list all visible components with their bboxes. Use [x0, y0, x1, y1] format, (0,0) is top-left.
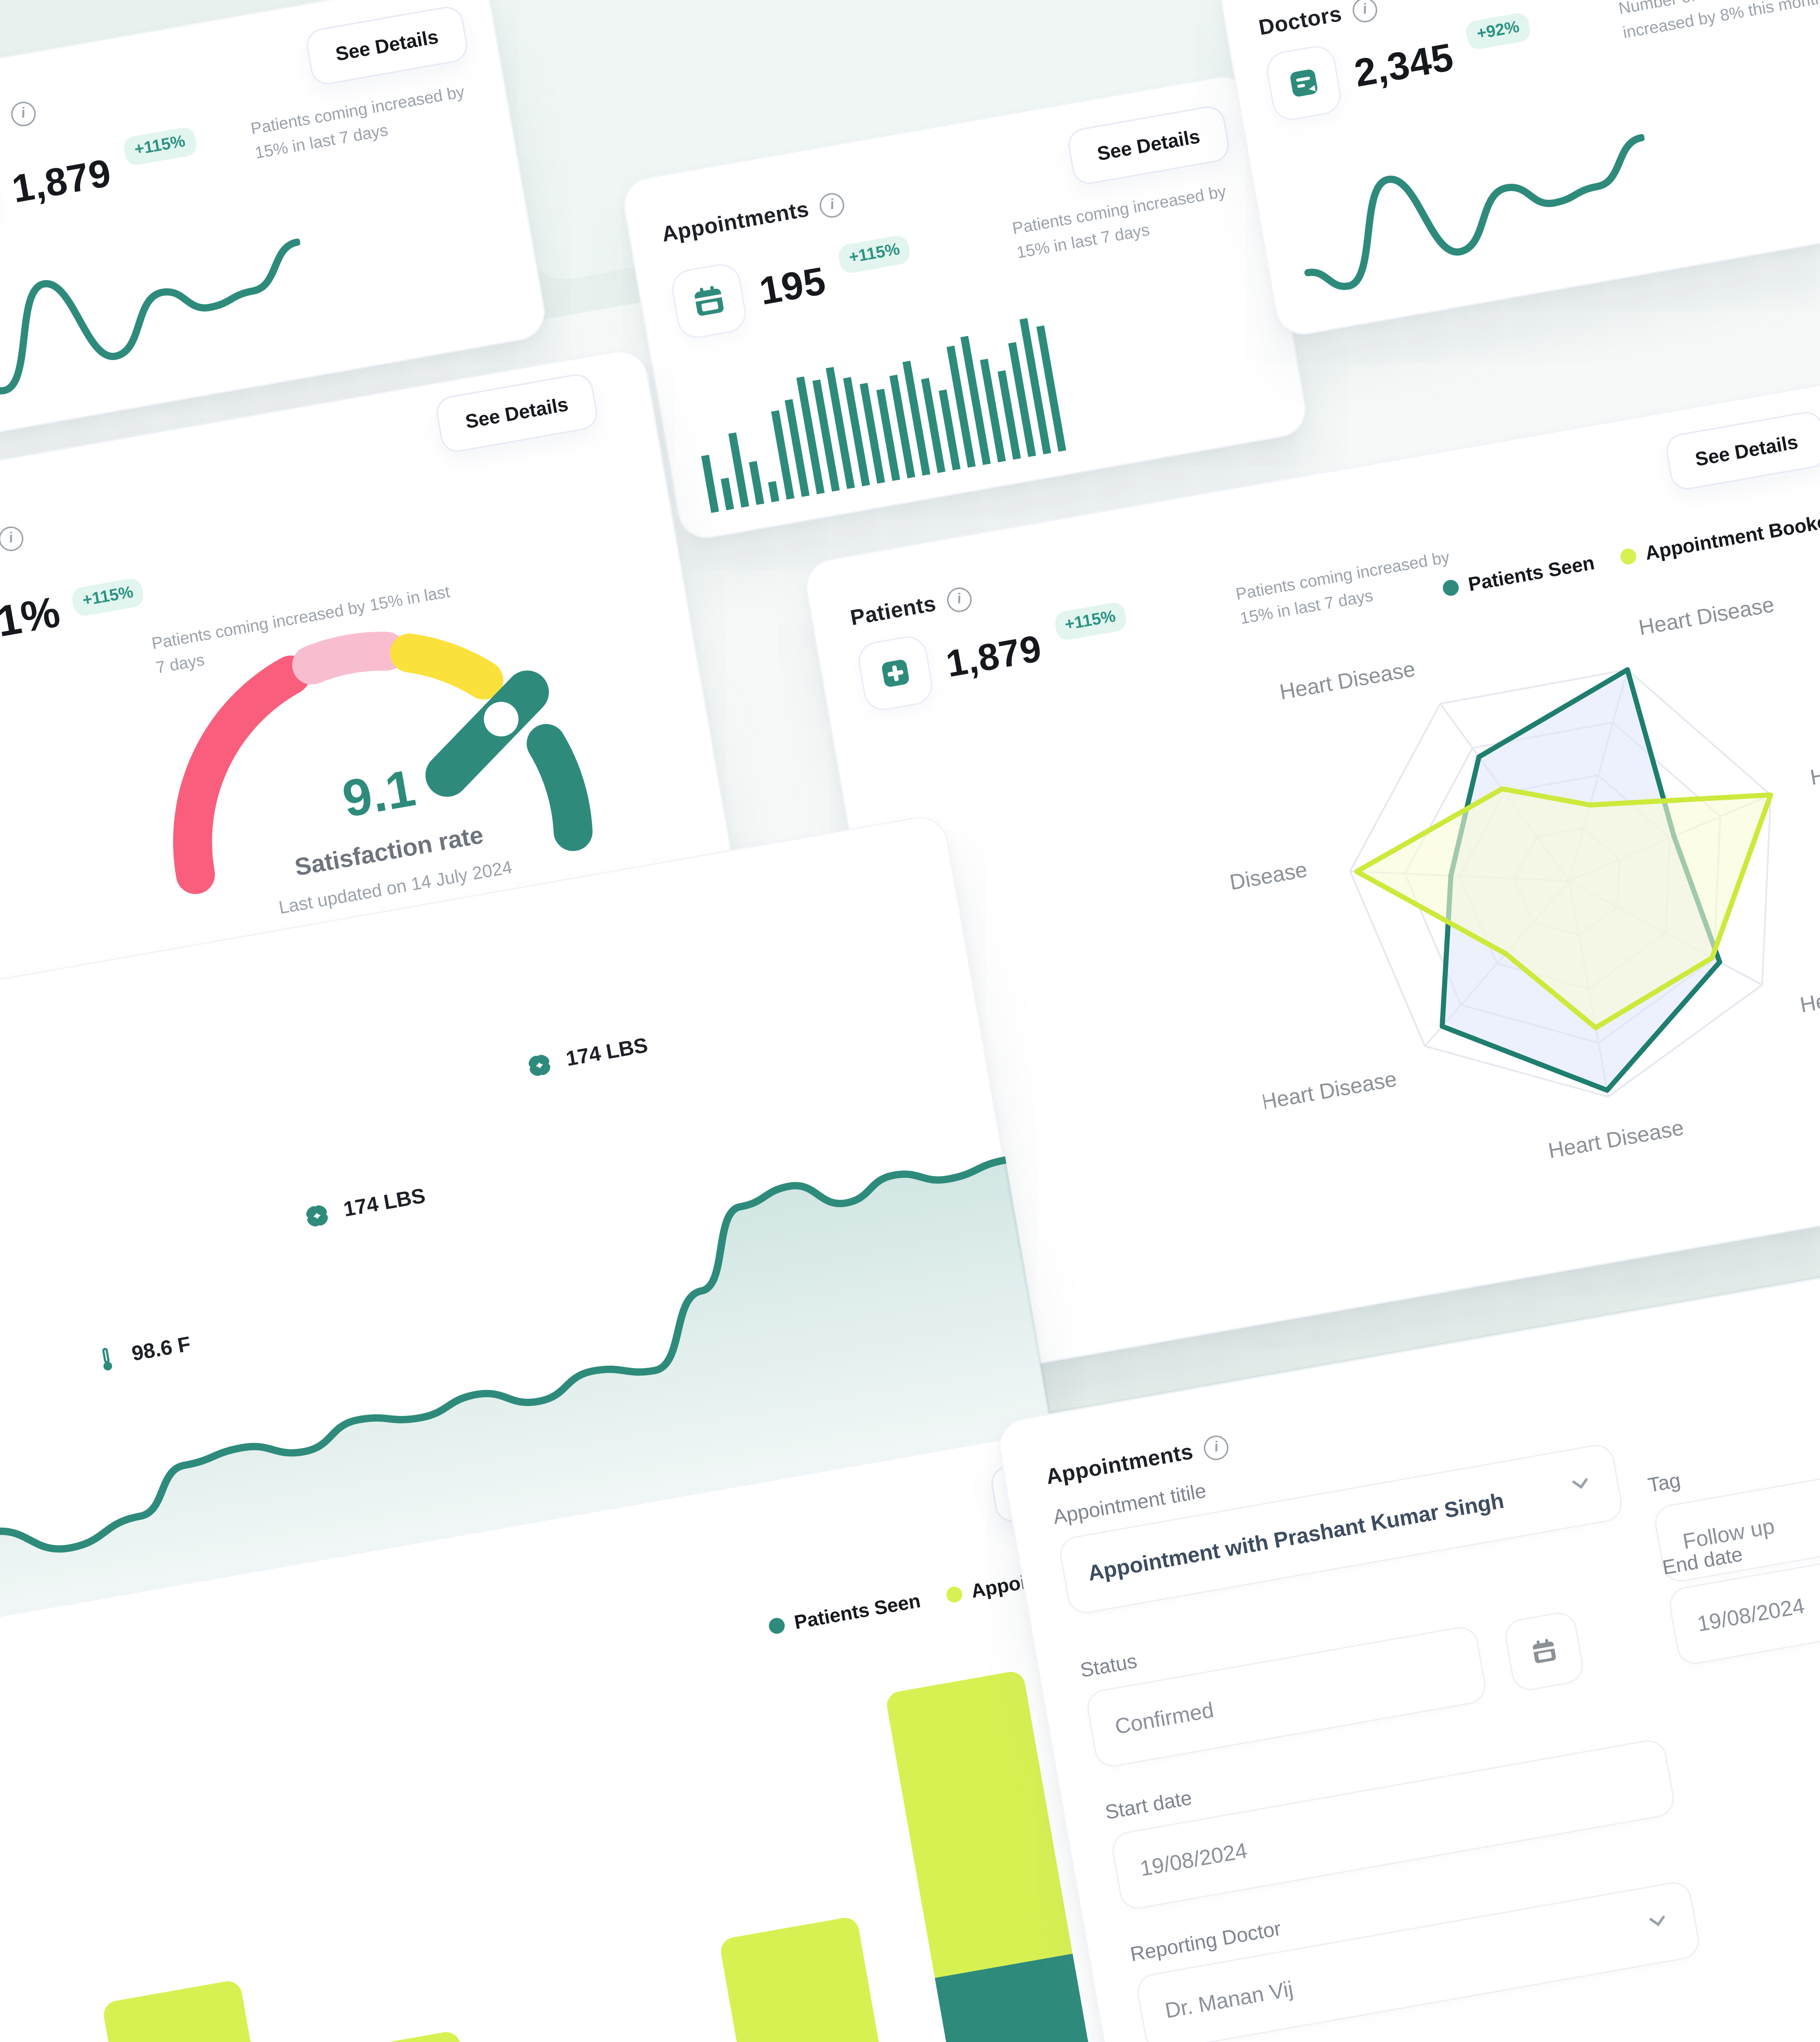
radar-growth-badge: +115% — [1053, 601, 1128, 642]
appointments-bar-chart — [701, 318, 1066, 513]
satisfaction-badge: +115% — [70, 577, 146, 618]
weekly-bar: Friday — [718, 1915, 939, 2042]
appointment-booked-segment — [718, 1915, 890, 2042]
weight-annotation: 174 LBS — [521, 1030, 651, 1083]
svg-text:Heart Disease: Heart Disease — [1182, 858, 1309, 905]
thermometer-icon — [102, 1348, 112, 1371]
info-icon[interactable]: i — [1202, 1433, 1231, 1462]
patients-note: Patients coming increased by 15% in last… — [250, 85, 466, 163]
radar-patients-count: 1,879 — [943, 625, 1045, 685]
info-icon[interactable]: i — [1351, 0, 1379, 25]
chevron-down-icon — [1643, 1906, 1674, 1942]
consultation-notes-icon — [1264, 43, 1344, 123]
weight-annotation: 174 LBS — [299, 1181, 428, 1234]
svg-text:Heart Disease: Heart Disease — [1259, 1067, 1398, 1114]
medical-plus-icon — [855, 633, 936, 713]
appointment-booked-segment — [320, 2030, 489, 2042]
appointments-growth-badge: +115% — [836, 234, 912, 275]
info-icon[interactable]: i — [945, 585, 974, 614]
appointment-booked-dot — [944, 1585, 963, 1604]
satisfaction-value: 91% — [0, 589, 64, 651]
weekly-bar: Tuesday — [101, 1979, 330, 2042]
disease-radar-chart: Heart Disease Heart Disease Heart Disease H… — [1182, 593, 1820, 1163]
svg-text:Heart Disease: Heart Disease — [1798, 970, 1820, 1017]
radar-patients-card: Patients i 1,879 +115% Patients coming i… — [801, 377, 1820, 1381]
patients-growth-badge: +115% — [122, 126, 198, 167]
appointment-title-select[interactable]: Appointment with Prashant Kumar Singh — [1057, 1442, 1625, 1616]
doctors-growth-badge: +92% — [1464, 11, 1532, 51]
doctors-trend-chart — [1304, 134, 1645, 290]
pill-icon — [529, 1054, 551, 1076]
appointments-stat-card: Appointments i See Details 195 +115% Pat… — [619, 71, 1311, 543]
info-icon[interactable]: i — [9, 100, 38, 128]
legend-patients-seen: Patients Seen — [792, 1589, 922, 1634]
doctors-note: Number of consultations increased by 8% … — [1617, 0, 1820, 43]
reporting-doctor-select[interactable]: Dr. Manan Vij — [1134, 1879, 1702, 2042]
patients-card-title: Patients — [0, 106, 2, 145]
temperature-annotation: 98.6 F — [90, 1331, 193, 1376]
patients-trend-chart — [0, 239, 301, 395]
weekly-bar: Wednesday — [320, 2030, 533, 2042]
see-details-button[interactable]: See Details — [433, 371, 600, 455]
calendar-icon — [1532, 1639, 1556, 1663]
patient-person-icon — [0, 158, 2, 239]
info-icon[interactable]: i — [818, 191, 847, 220]
appointment-form-card: Appointments i Appointment titile Appoin… — [994, 1253, 1820, 2042]
satisfaction-gauge-card: i 91% +115% Patients coming increased by… — [0, 346, 763, 1186]
appointments-count: 195 — [756, 258, 829, 313]
chevron-down-icon — [1566, 1469, 1597, 1505]
svg-text:Heart Disease: Heart Disease — [1809, 742, 1820, 790]
satisfaction-gauge-chart — [173, 631, 593, 894]
patients-stat-card: Patients i See Details 1,879 +115% Patie… — [0, 0, 550, 444]
appointment-booked-segment — [885, 1670, 1073, 1978]
calendar-icon — [669, 261, 749, 341]
svg-text:Heart Disease: Heart Disease — [1637, 593, 1776, 640]
doctors-stat-card: Doctors i 2,345 +92% Number of consultat… — [1216, 0, 1820, 339]
appointment-booked-segment — [101, 1979, 277, 2042]
patients-seen-dot — [767, 1616, 786, 1635]
info-icon[interactable]: i — [0, 524, 25, 553]
svg-text:Heart Disease: Heart Disease — [1278, 657, 1417, 704]
svg-text:Heart Disease: Heart Disease — [1546, 1116, 1686, 1163]
calendar-picker-button[interactable] — [1502, 1610, 1586, 1693]
form-card-title: Appointments — [1044, 1440, 1195, 1490]
appointments-note: Patients coming increased by 15% in last… — [1011, 184, 1228, 263]
doctors-count: 2,345 — [1351, 34, 1457, 95]
patients-count: 1,879 — [9, 150, 115, 211]
pill-icon — [306, 1205, 328, 1226]
